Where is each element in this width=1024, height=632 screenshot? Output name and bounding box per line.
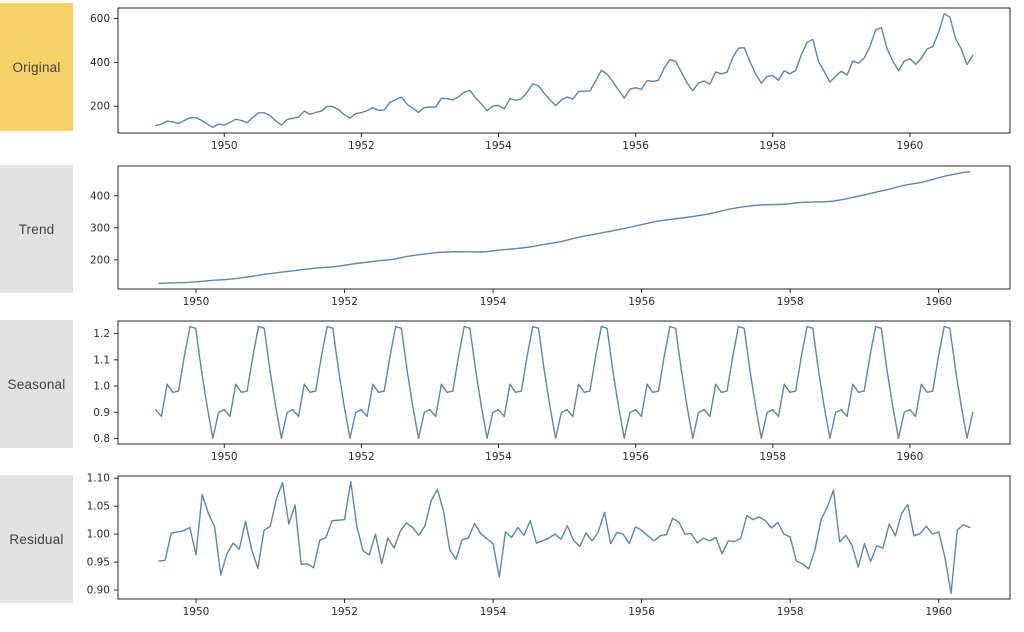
y-tick-label: 600 <box>90 13 110 25</box>
y-tick-label: 200 <box>90 254 110 266</box>
y-tick-label: 300 <box>90 222 110 234</box>
x-tick-label: 1958 <box>777 296 804 308</box>
row-label-original: Original <box>0 3 73 131</box>
x-tick-label: 1958 <box>759 140 786 152</box>
axes-box-seasonal <box>117 320 1011 445</box>
residual-label: Residual <box>9 531 64 547</box>
y-tick-label: 1.0 <box>93 381 110 393</box>
x-tick-label: 1952 <box>331 296 358 308</box>
series-line-original <box>155 12 974 129</box>
series-line-residual <box>158 480 971 595</box>
axes-box-residual <box>117 475 1011 600</box>
series-line-seasonal <box>155 325 974 439</box>
x-tick-label: 1952 <box>348 140 375 152</box>
chart-original: 200 400 600 1950 1952 1954 1956 1958 1960 <box>90 7 1011 152</box>
x-tick-label: 1950 <box>211 140 238 152</box>
y-tick-label: 0.9 <box>93 407 110 419</box>
x-tick-label: 1954 <box>485 451 512 463</box>
x-tick-label: 1950 <box>211 451 238 463</box>
y-tick-label: 200 <box>90 101 110 113</box>
y-tick-label: 0.95 <box>87 557 110 569</box>
x-tick-label: 1958 <box>777 606 804 618</box>
chart-trend: 200 300 400 1950 1952 1954 1956 1958 1960 <box>90 165 1011 308</box>
x-tick-label: 1960 <box>925 606 952 618</box>
x-tick-label: 1950 <box>183 296 210 308</box>
x-tick-label: 1956 <box>628 606 655 618</box>
x-tick-label: 1952 <box>348 451 375 463</box>
x-tick-label: 1954 <box>480 296 507 308</box>
y-tick-label: 0.8 <box>93 433 110 445</box>
axes-box-trend <box>117 165 1011 290</box>
y-tick-label: 400 <box>90 57 110 69</box>
x-tick-label: 1956 <box>628 296 655 308</box>
y-tick-label: 1.00 <box>87 529 110 541</box>
axes-box-original <box>117 7 1011 134</box>
x-tick-label: 1956 <box>622 451 649 463</box>
seasonal-label: Seasonal <box>7 376 66 392</box>
original-label: Original <box>12 59 61 75</box>
x-tick-label: 1956 <box>622 140 649 152</box>
x-tick-label: 1952 <box>331 606 358 618</box>
row-label-trend: Trend <box>0 165 73 293</box>
x-tick-label: 1958 <box>759 451 786 463</box>
x-tick-label: 1954 <box>480 606 507 618</box>
x-tick-label: 1960 <box>897 451 924 463</box>
trend-label: Trend <box>18 221 55 237</box>
y-tick-label: 0.90 <box>87 585 110 597</box>
y-tick-label: 1.10 <box>87 473 110 485</box>
x-tick-label: 1954 <box>485 140 512 152</box>
y-tick-label: 400 <box>90 190 110 202</box>
y-tick-label: 1.2 <box>93 328 110 340</box>
x-tick-label: 1960 <box>925 296 952 308</box>
y-tick-label: 1.05 <box>87 501 110 513</box>
row-label-seasonal: Seasonal <box>0 320 73 448</box>
x-tick-label: 1950 <box>183 606 210 618</box>
y-tick-label: 1.1 <box>93 354 110 366</box>
chart-residual: 0.90 0.95 1.00 1.05 1.10 1950 1952 1954 1956 1958… <box>87 473 1011 618</box>
x-tick-label: 1960 <box>897 140 924 152</box>
series-line-trend <box>158 171 971 284</box>
chart-seasonal: 0.8 0.9 1.0 1.1 1.2 1950 1952 1954 1956 1958 1960 <box>93 320 1011 463</box>
row-label-residual: Residual <box>0 475 73 603</box>
